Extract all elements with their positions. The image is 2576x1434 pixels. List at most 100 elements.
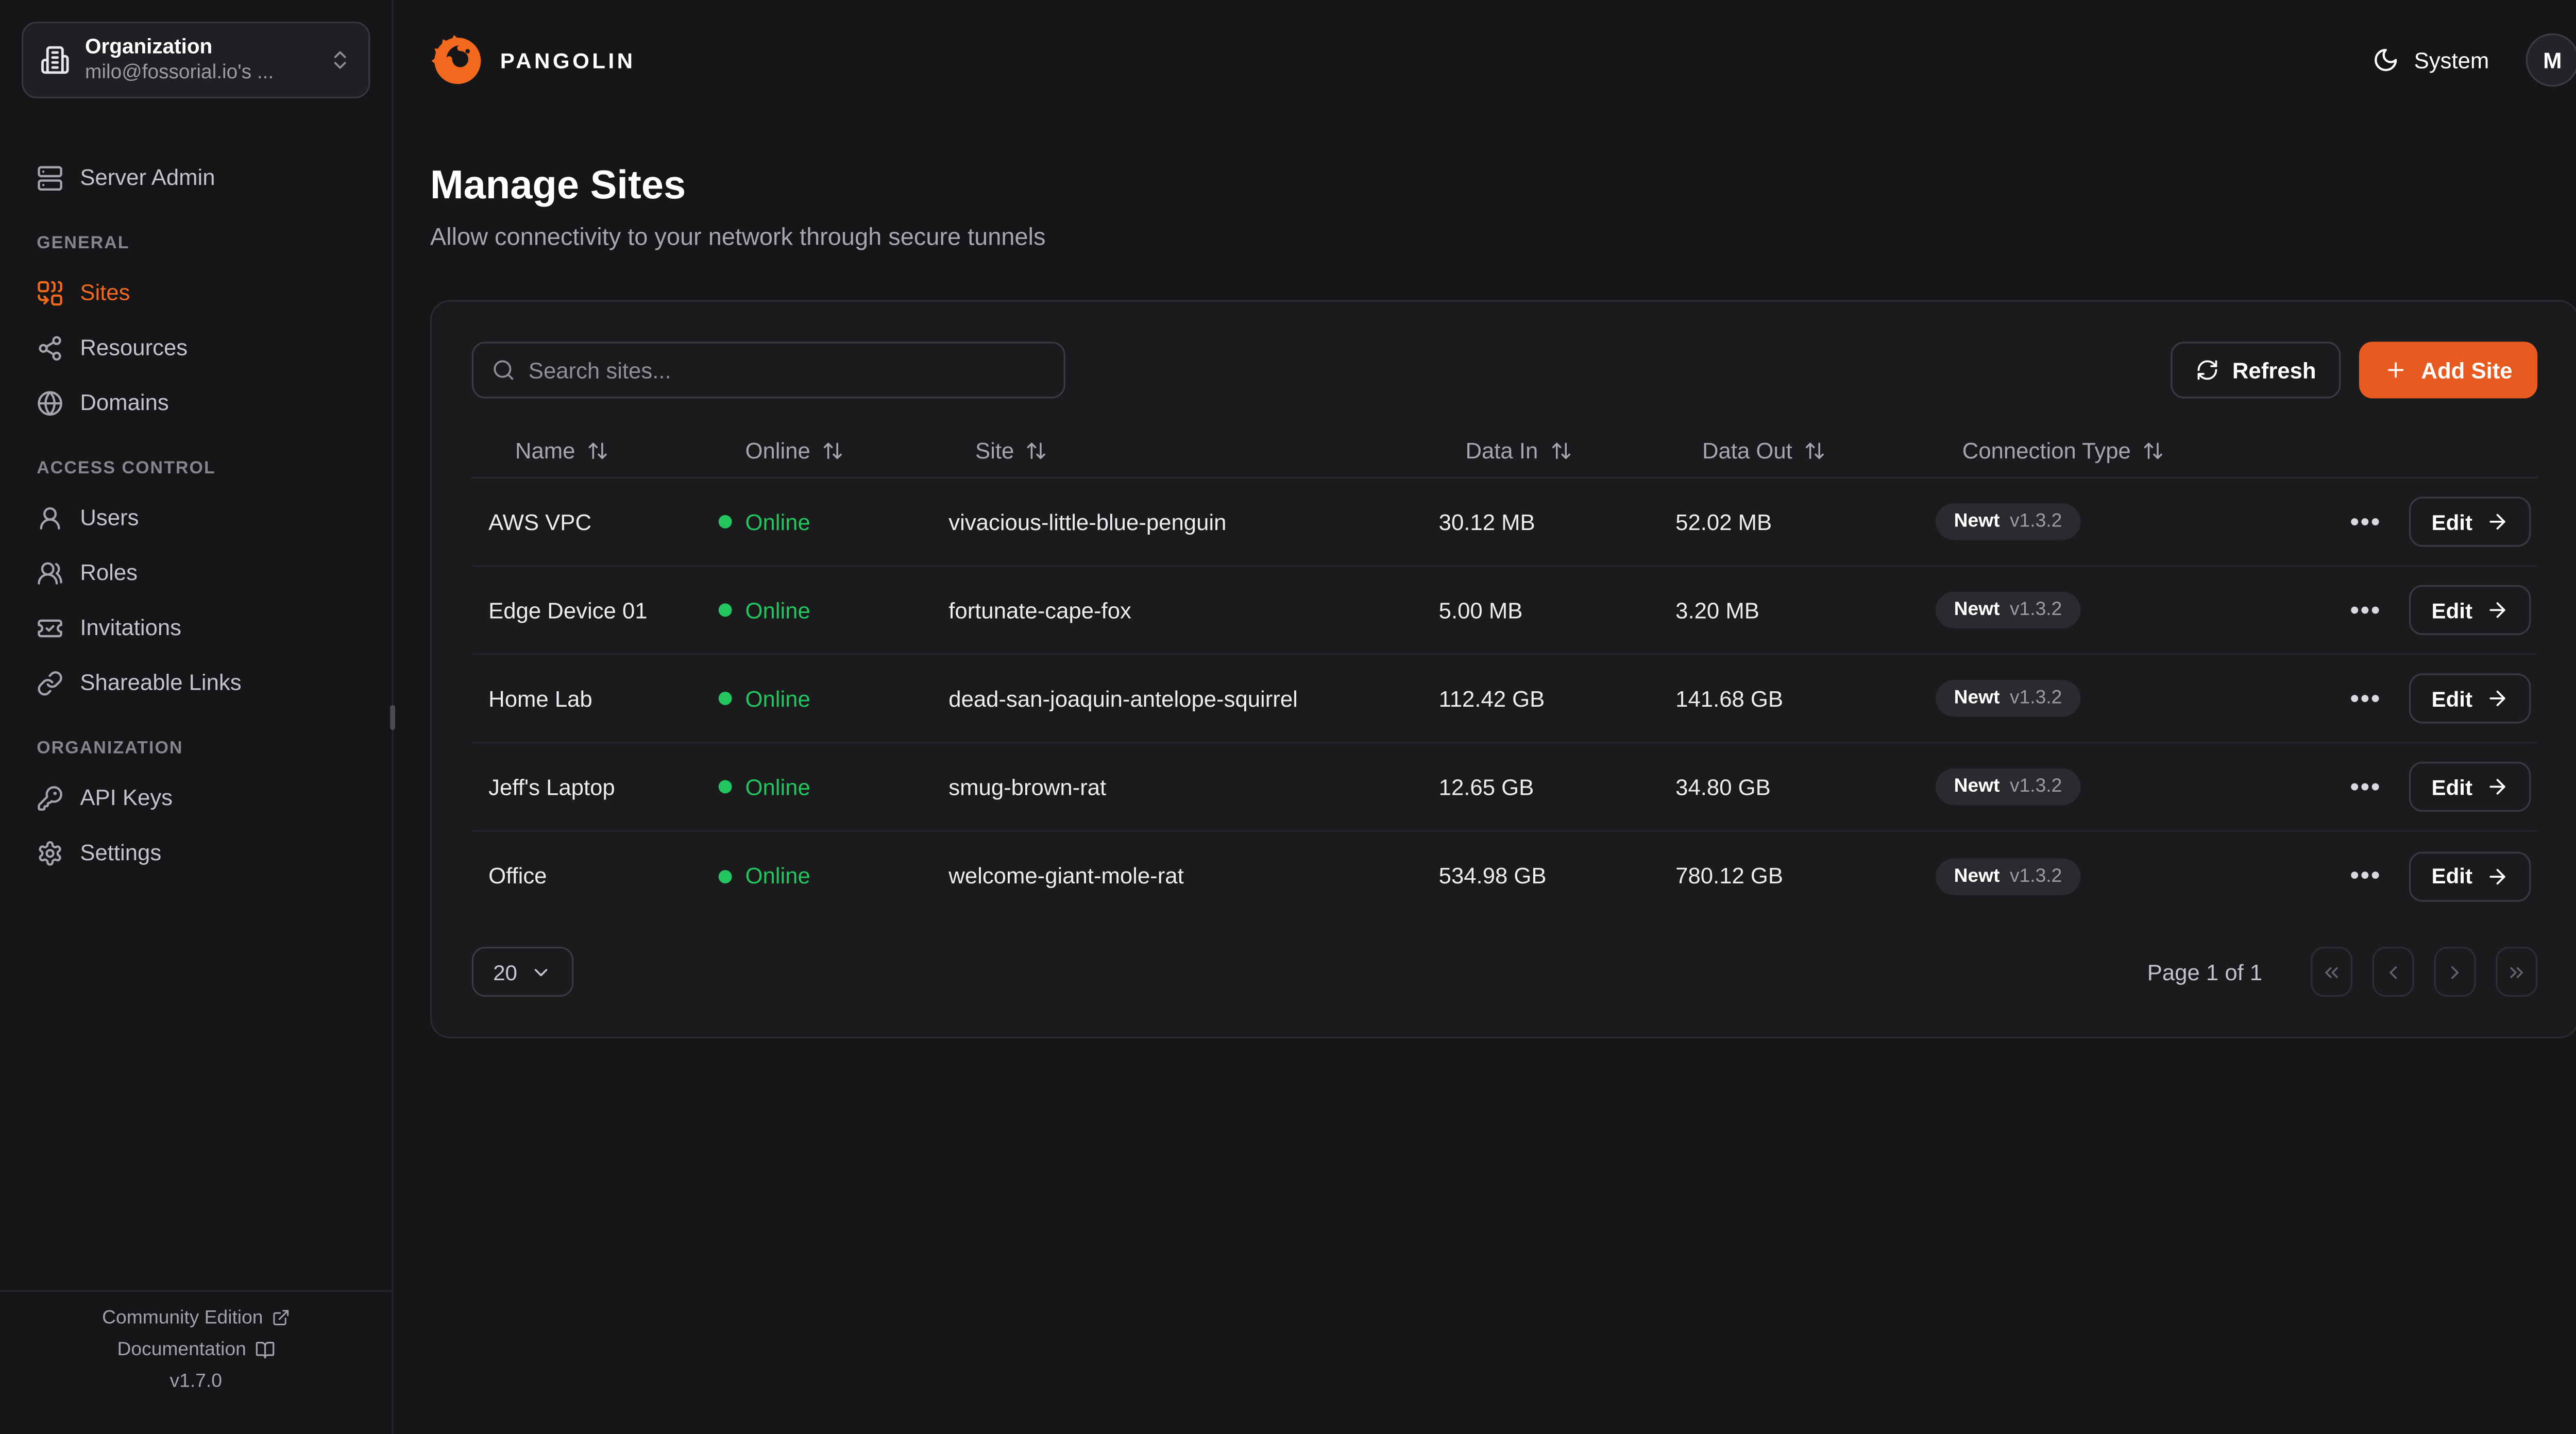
cell-data-in: 30.12 MB xyxy=(1438,509,1535,535)
building-icon xyxy=(40,45,70,75)
cell-name: Office xyxy=(488,863,547,889)
sidebar-item-users[interactable]: Users xyxy=(22,490,370,545)
connection-name: Newt xyxy=(1954,776,2000,797)
sidebar-item-domains[interactable]: Domains xyxy=(22,375,370,430)
sidebar-item-shareable-links[interactable]: Shareable Links xyxy=(22,655,370,710)
online-status-label: Online xyxy=(745,863,810,889)
connection-name: Newt xyxy=(1954,511,2000,532)
ticket-check-icon xyxy=(37,614,63,641)
avatar[interactable]: M xyxy=(2526,33,2576,87)
main-content: PANGOLIN System M Manage Sites Allow con… xyxy=(394,0,2576,1434)
sidebar-item-label: Users xyxy=(80,505,139,531)
connection-type-badge: Newt v1.3.2 xyxy=(1935,591,2080,628)
cell-actions: ••• Edit xyxy=(2219,673,2537,724)
row-menu-button[interactable]: ••• xyxy=(2350,772,2382,801)
combine-icon xyxy=(37,279,63,306)
external-link-icon xyxy=(272,1308,290,1327)
page-title: Manage Sites xyxy=(430,163,686,209)
online-status-dot xyxy=(718,869,732,883)
search-box xyxy=(471,342,1065,399)
connection-version: v1.3.2 xyxy=(2009,511,2062,532)
search-input[interactable] xyxy=(528,357,1045,383)
column-header-name[interactable]: Name xyxy=(472,437,702,463)
sort-icon xyxy=(1026,439,1047,461)
sidebar-item-label: Roles xyxy=(80,560,138,585)
cell-online: Online xyxy=(702,863,932,889)
sites-table: Name Online Site Data In xyxy=(471,423,2538,920)
sidebar-item-invitations[interactable]: Invitations xyxy=(22,600,370,655)
sidebar-section-organization: ORGANIZATION xyxy=(37,738,183,759)
column-label: Connection Type xyxy=(1962,437,2131,463)
cell-actions: ••• Edit xyxy=(2219,585,2537,635)
column-header-connection-type[interactable]: Connection Type xyxy=(1919,437,2219,463)
edit-button[interactable]: Edit xyxy=(2410,761,2531,812)
cell-site: welcome-giant-mole-rat xyxy=(948,863,1184,889)
arrow-right-icon xyxy=(2486,510,2509,533)
org-selector[interactable]: Organization milo@fossorial.io's ... xyxy=(22,22,370,98)
cell-connection-type: Newt v1.3.2 xyxy=(1919,591,2219,628)
column-header-online[interactable]: Online xyxy=(702,437,932,463)
sidebar-item-api-keys[interactable]: API Keys xyxy=(22,770,370,825)
theme-label: System xyxy=(2414,47,2489,73)
page-subtitle: Allow connectivity to your network throu… xyxy=(430,225,1046,252)
community-edition-link[interactable]: Community Edition xyxy=(102,1308,290,1327)
sidebar-section-access-control: ACCESS CONTROL xyxy=(37,458,216,479)
cell-online: Online xyxy=(702,598,932,623)
cell-data-out: 52.02 MB xyxy=(1675,509,1772,535)
row-menu-button[interactable]: ••• xyxy=(2350,595,2382,624)
sidebar-item-label: Invitations xyxy=(80,615,182,640)
sort-icon xyxy=(2143,439,2164,461)
sidebar-item-roles[interactable]: Roles xyxy=(22,545,370,600)
previous-page-button[interactable] xyxy=(2372,947,2414,997)
search-icon xyxy=(492,358,515,382)
arrow-right-icon xyxy=(2486,864,2509,887)
brand: PANGOLIN xyxy=(430,32,636,88)
edit-label: Edit xyxy=(2431,509,2472,535)
topbar-right: System M xyxy=(2372,33,2576,87)
documentation-link[interactable]: Documentation xyxy=(117,1339,275,1359)
column-header-site[interactable]: Site xyxy=(932,437,1422,463)
table-footer: 20 Page 1 of 1 xyxy=(471,947,2538,997)
column-header-data-out[interactable]: Data Out xyxy=(1659,437,1919,463)
pagination: Page 1 of 1 xyxy=(2147,947,2538,997)
table-row: Office Online welcome-giant-mole-rat 534… xyxy=(472,832,2537,920)
cell-name: AWS VPC xyxy=(488,509,592,535)
card-toolbar: Refresh Add Site xyxy=(471,342,2538,399)
row-menu-button[interactable]: ••• xyxy=(2350,507,2382,536)
connection-version: v1.3.2 xyxy=(2009,688,2062,709)
sidebar-item-label: API Keys xyxy=(80,785,173,810)
cell-actions: ••• Edit xyxy=(2219,850,2537,901)
edit-button[interactable]: Edit xyxy=(2410,497,2531,547)
theme-toggle[interactable]: System xyxy=(2372,47,2489,74)
last-page-button[interactable] xyxy=(2496,947,2538,997)
sidebar-item-server-admin[interactable]: Server Admin xyxy=(22,150,370,205)
sites-card: Refresh Add Site Name xyxy=(430,300,2576,1039)
arrow-right-icon xyxy=(2486,599,2509,622)
cell-actions: ••• Edit xyxy=(2219,497,2537,547)
server-icon xyxy=(37,164,63,191)
edit-button[interactable]: Edit xyxy=(2410,850,2531,901)
edit-button[interactable]: Edit xyxy=(2410,585,2531,635)
user-icon xyxy=(37,504,63,531)
sidebar-item-label: Resources xyxy=(80,335,188,360)
row-menu-button[interactable]: ••• xyxy=(2350,684,2382,713)
table-row: Edge Device 01 Online fortunate-cape-fox… xyxy=(471,567,2538,655)
column-header-data-in[interactable]: Data In xyxy=(1422,437,1659,463)
sidebar-footer: Community Edition Documentation v1.7.0 xyxy=(0,1289,392,1434)
page-size-select[interactable]: 20 xyxy=(471,947,574,997)
sidebar-item-resources[interactable]: Resources xyxy=(22,320,370,375)
add-site-button[interactable]: Add Site xyxy=(2359,342,2538,399)
pager-buttons xyxy=(2311,947,2538,997)
chevrons-up-down-icon xyxy=(328,48,351,72)
next-page-button[interactable] xyxy=(2434,947,2476,997)
first-page-button[interactable] xyxy=(2311,947,2352,997)
org-selector-text: Organization milo@fossorial.io's ... xyxy=(85,35,313,85)
refresh-button[interactable]: Refresh xyxy=(2171,342,2342,399)
sidebar-item-sites[interactable]: Sites xyxy=(22,265,370,320)
edit-button[interactable]: Edit xyxy=(2410,673,2531,724)
page-size-value: 20 xyxy=(493,959,517,984)
sidebar-resize-handle[interactable] xyxy=(390,705,395,730)
row-menu-button[interactable]: ••• xyxy=(2350,862,2382,891)
sidebar-item-settings[interactable]: Settings xyxy=(22,825,370,880)
